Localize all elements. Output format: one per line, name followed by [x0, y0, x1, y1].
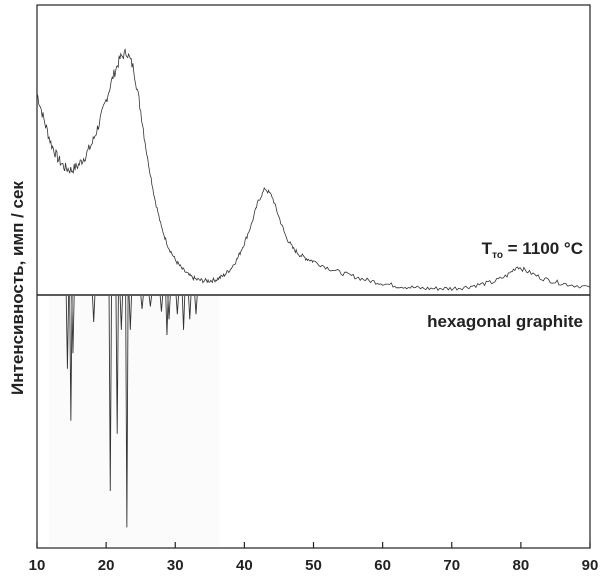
reference-peak [71, 295, 75, 354]
temperature-subscript: то [492, 250, 503, 261]
reference-peak [188, 295, 192, 320]
x-axis-ticks [36, 542, 591, 548]
x-tick-label: 80 [513, 557, 530, 574]
reference-peak [108, 295, 112, 492]
reference-peak [69, 295, 73, 421]
x-tick-label: 40 [236, 557, 253, 574]
temperature-annotation: Tто = 1100 °C [482, 239, 583, 261]
reference-peak [65, 295, 70, 369]
reference-peak [194, 295, 198, 315]
reference-peak [128, 295, 132, 330]
reference-peak [148, 295, 153, 307]
x-tick-label: 70 [443, 557, 460, 574]
reference-peak [92, 295, 96, 323]
x-tick-label: 10 [29, 557, 46, 574]
xrd-pattern-line [36, 47, 591, 291]
reference-peak [119, 295, 123, 330]
y-axis-label: Интенсивность, имп / сек [8, 181, 27, 395]
x-tick-label: 20 [98, 557, 115, 574]
reference-peak [140, 295, 144, 310]
x-tick-label: 50 [305, 557, 322, 574]
x-tick-label: 60 [374, 557, 391, 574]
reference-label: hexagonal graphite [427, 312, 583, 331]
reference-peak [125, 295, 129, 528]
temperature-value: = 1100 °C [503, 239, 583, 258]
reference-peak [165, 295, 169, 336]
x-tick-label: 30 [167, 557, 184, 574]
x-axis-tick-labels: 10 20 30 40 50 60 70 80 90 [29, 557, 599, 574]
temperature-symbol: T [482, 239, 493, 258]
x-tick-label: 90 [582, 557, 599, 574]
reference-peak [167, 295, 171, 320]
reference-peaks [65, 295, 198, 528]
reference-panel-shade [49, 296, 219, 546]
reference-peak [159, 295, 164, 312]
reference-peak [115, 295, 119, 434]
reference-peak [181, 295, 186, 330]
reference-peak [175, 295, 179, 315]
